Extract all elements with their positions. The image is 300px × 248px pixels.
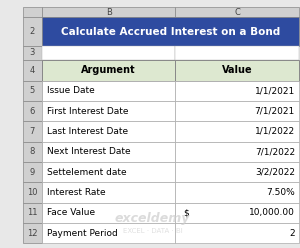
Text: Argument: Argument <box>81 65 136 75</box>
Bar <box>22 121 42 142</box>
Text: 5: 5 <box>30 86 35 95</box>
Text: 4: 4 <box>30 65 35 75</box>
Text: B: B <box>106 8 112 17</box>
Text: Calculate Accrued Interest on a Bond: Calculate Accrued Interest on a Bond <box>61 27 281 37</box>
Bar <box>22 142 42 162</box>
Text: Face Value: Face Value <box>46 208 95 217</box>
Text: Settelement date: Settelement date <box>46 168 126 177</box>
Text: 2: 2 <box>289 229 295 238</box>
Bar <box>175 101 299 121</box>
Bar <box>42 203 175 223</box>
Text: exceldemy: exceldemy <box>115 212 190 225</box>
Bar <box>175 142 299 162</box>
Bar <box>42 60 175 81</box>
Text: $: $ <box>183 208 189 217</box>
Bar <box>175 7 299 17</box>
Text: First Interest Date: First Interest Date <box>46 107 128 116</box>
Text: 7/1/2021: 7/1/2021 <box>255 107 295 116</box>
Text: 9: 9 <box>30 168 35 177</box>
Text: 7: 7 <box>30 127 35 136</box>
Text: 1/1/2021: 1/1/2021 <box>255 86 295 95</box>
Text: 1/1/2022: 1/1/2022 <box>255 127 295 136</box>
Bar <box>42 142 175 162</box>
Text: Next Interest Date: Next Interest Date <box>46 147 130 156</box>
Bar <box>42 223 175 243</box>
Text: 3: 3 <box>30 48 35 57</box>
Bar <box>22 81 42 101</box>
Text: 11: 11 <box>27 208 38 217</box>
Bar <box>22 46 42 60</box>
Text: Payment Period: Payment Period <box>46 229 117 238</box>
Bar <box>42 121 175 142</box>
Bar <box>175 203 299 223</box>
Bar <box>175 223 299 243</box>
Text: 7/1/2022: 7/1/2022 <box>255 147 295 156</box>
Text: 10,000.00: 10,000.00 <box>249 208 295 217</box>
Text: 2: 2 <box>30 27 35 36</box>
Bar <box>22 223 42 243</box>
Text: 3/2/2022: 3/2/2022 <box>255 168 295 177</box>
Bar <box>175 46 299 60</box>
Bar <box>22 101 42 121</box>
Bar <box>175 60 299 81</box>
Text: Issue Date: Issue Date <box>46 86 94 95</box>
Text: EXCEL · DATA · BI: EXCEL · DATA · BI <box>122 228 182 234</box>
Bar <box>175 182 299 203</box>
Bar <box>22 203 42 223</box>
Bar <box>175 162 299 182</box>
Text: 6: 6 <box>30 107 35 116</box>
Bar <box>42 81 175 101</box>
Bar <box>42 7 175 17</box>
Bar <box>22 162 42 182</box>
Text: 12: 12 <box>27 229 38 238</box>
Bar <box>22 7 42 17</box>
Bar <box>22 182 42 203</box>
Bar <box>22 60 42 81</box>
Bar <box>42 162 175 182</box>
Bar <box>42 182 175 203</box>
Text: 7.50%: 7.50% <box>266 188 295 197</box>
Text: 10: 10 <box>27 188 38 197</box>
Text: 8: 8 <box>30 147 35 156</box>
Bar <box>175 81 299 101</box>
Bar <box>175 121 299 142</box>
Text: Interest Rate: Interest Rate <box>46 188 105 197</box>
Text: Last Interest Date: Last Interest Date <box>46 127 128 136</box>
Bar <box>42 46 175 60</box>
Bar <box>22 17 42 46</box>
Text: C: C <box>234 8 240 17</box>
Bar <box>42 101 175 121</box>
Text: Value: Value <box>222 65 252 75</box>
Bar <box>42 17 299 46</box>
